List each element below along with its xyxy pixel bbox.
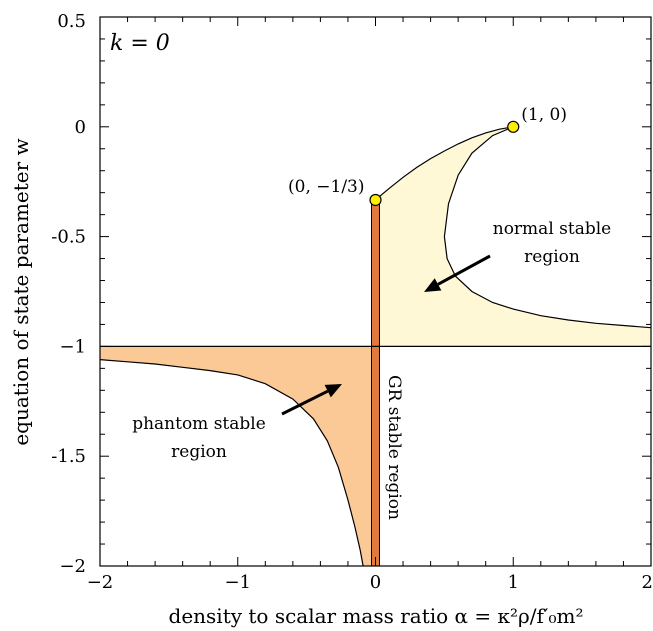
normal-region-label: region	[524, 247, 580, 267]
phantom-region-arrow	[281, 384, 342, 416]
y-tick-label: -1.5	[51, 446, 86, 467]
x-axis-title: density to scalar mass ratio α = κ²ρ/f′₀…	[169, 604, 584, 628]
phantom-boundary-curve	[99, 359, 364, 567]
point-marker	[369, 193, 382, 207]
point-label: (1, 0)	[521, 105, 567, 125]
x-tick-label: −1	[224, 572, 251, 593]
y-tick-label: -0.5	[51, 227, 86, 248]
y-tick-label: 0	[75, 117, 86, 138]
gr-region-label: GR stable region	[384, 375, 404, 520]
normal-region-arrow	[424, 254, 491, 292]
phantom-region-label: region	[171, 442, 227, 462]
point-marker	[507, 120, 520, 133]
phantom-region-label: phantom stable	[132, 414, 266, 434]
point-label: (0, −1/3)	[288, 177, 365, 197]
x-tick-label: −2	[87, 572, 114, 593]
x-tick-label: 0	[370, 572, 381, 593]
y-tick-label: −2	[59, 556, 86, 577]
normal-region-label: normal stable	[493, 219, 611, 239]
y-tick-label: −1	[59, 336, 86, 357]
y-tick-label: 0.5	[57, 11, 86, 32]
panel-label: k = 0	[110, 31, 170, 56]
y-axis-title: equation of state parameter w	[9, 138, 33, 445]
normal-stable-region-fill	[375, 126, 651, 347]
normal-lower-boundary-curve	[443, 126, 652, 329]
x-tick-label: 2	[642, 572, 653, 593]
normal-upper-boundary-curve	[375, 126, 514, 201]
x-tick-label: 1	[508, 572, 519, 593]
gr-stable-region-strip	[371, 199, 380, 567]
